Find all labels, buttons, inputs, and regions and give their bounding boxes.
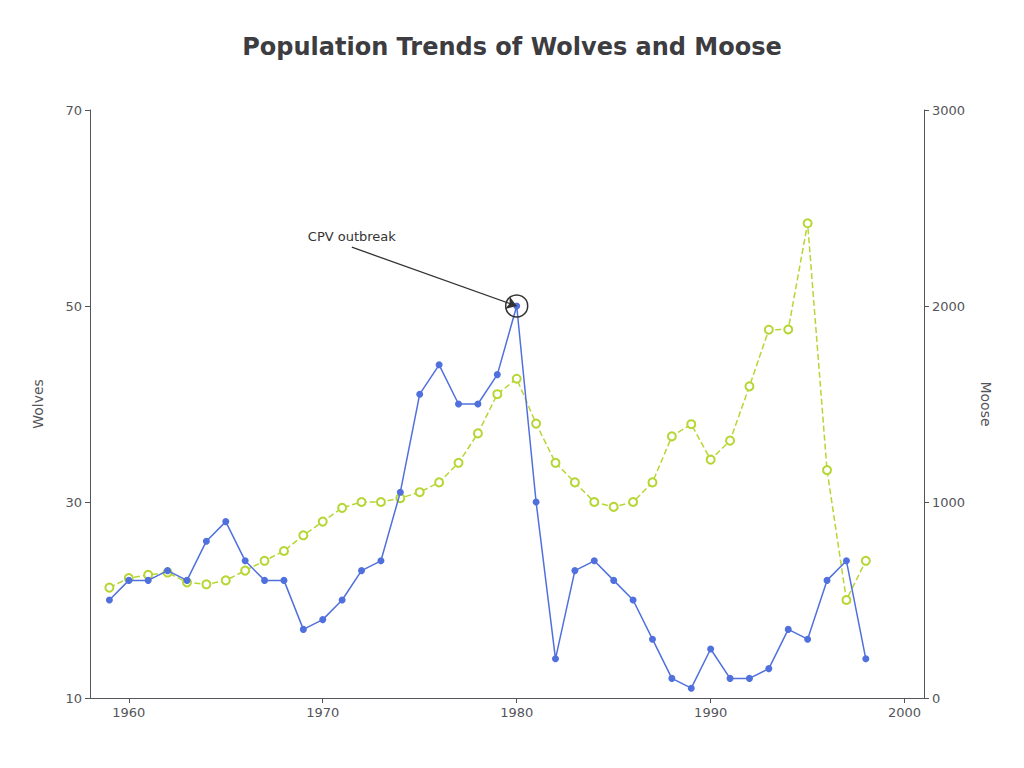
svg-text:10: 10 <box>65 691 82 706</box>
svg-text:1000: 1000 <box>932 495 965 510</box>
svg-text:2000: 2000 <box>932 299 965 314</box>
svg-text:2000: 2000 <box>888 705 921 720</box>
svg-text:Wolves: Wolves <box>30 379 46 429</box>
svg-text:30: 30 <box>65 495 82 510</box>
svg-text:50: 50 <box>65 299 82 314</box>
svg-text:1960: 1960 <box>112 705 145 720</box>
svg-text:3000: 3000 <box>932 103 965 118</box>
svg-text:Population Trends of Wolves an: Population Trends of Wolves and Moose <box>242 33 782 61</box>
svg-text:1990: 1990 <box>694 705 727 720</box>
svg-text:CPV outbreak: CPV outbreak <box>308 229 397 244</box>
svg-text:70: 70 <box>65 103 82 118</box>
svg-text:1980: 1980 <box>500 705 533 720</box>
svg-text:1970: 1970 <box>306 705 339 720</box>
svg-text:0: 0 <box>932 691 940 706</box>
svg-text:Moose: Moose <box>978 381 994 426</box>
